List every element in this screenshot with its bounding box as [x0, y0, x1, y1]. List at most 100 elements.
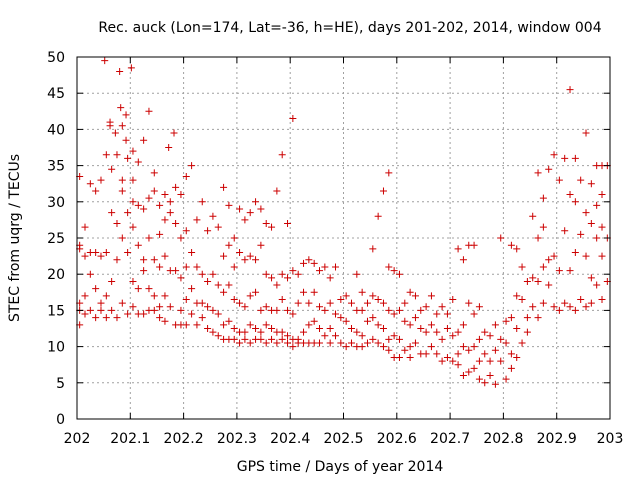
data-point [166, 209, 174, 217]
data-point [236, 299, 244, 307]
x-tick-label: 202.4 [270, 431, 310, 447]
data-point [507, 314, 515, 322]
data-point [390, 332, 398, 340]
data-point [97, 306, 105, 314]
data-point [106, 122, 114, 130]
data-point [321, 263, 329, 271]
data-point [257, 328, 265, 336]
data-point [310, 288, 318, 296]
data-point [86, 180, 94, 188]
data-point [310, 317, 318, 325]
data-point [252, 198, 260, 206]
data-point [470, 343, 478, 351]
data-point [571, 306, 579, 314]
data-point [523, 314, 531, 322]
data-point [363, 339, 371, 347]
data-point [507, 241, 515, 249]
data-point [587, 299, 595, 307]
data-point [102, 151, 110, 159]
data-point [401, 317, 409, 325]
data-point [454, 245, 462, 253]
data-point [459, 372, 467, 380]
data-point [443, 325, 451, 332]
data-point [374, 339, 382, 347]
chart-title: Rec. auck (Lon=174, Lat=-36, h=HE), days… [98, 20, 601, 36]
data-point [108, 165, 116, 173]
data-point [113, 151, 121, 159]
data-point [268, 325, 276, 332]
data-point [129, 303, 137, 311]
data-point [486, 357, 494, 365]
data-point [566, 267, 574, 275]
data-point [220, 288, 228, 296]
data-point [220, 321, 228, 329]
data-point [422, 350, 430, 358]
data-point [582, 252, 590, 260]
data-point [220, 252, 228, 260]
data-point [491, 346, 499, 354]
data-point [385, 263, 393, 271]
data-point [156, 201, 164, 209]
data-point [443, 310, 451, 318]
data-point [284, 220, 292, 228]
data-point [156, 230, 164, 238]
data-point [124, 248, 132, 256]
data-point [379, 187, 387, 195]
data-point [81, 223, 89, 231]
data-point [268, 274, 276, 282]
data-point [518, 263, 526, 271]
data-point [561, 227, 569, 235]
data-point [246, 321, 254, 329]
data-point [92, 285, 100, 293]
data-point [300, 259, 308, 267]
data-points [76, 57, 611, 388]
data-point [177, 274, 185, 282]
data-point [122, 136, 130, 144]
data-point [534, 169, 542, 177]
data-point [246, 252, 254, 260]
data-point [481, 328, 489, 336]
y-tick-label: 45 [47, 86, 65, 102]
data-point [129, 198, 137, 206]
data-point [161, 216, 169, 224]
data-point [294, 270, 302, 278]
data-point [401, 299, 409, 307]
data-point [587, 220, 595, 228]
data-point [111, 129, 119, 137]
data-point [433, 328, 441, 336]
data-point [577, 176, 585, 184]
data-point [262, 220, 270, 228]
data-point [156, 263, 164, 271]
data-point [582, 303, 590, 311]
data-point [406, 343, 414, 351]
data-point [129, 277, 137, 285]
data-point [113, 256, 121, 264]
data-point [177, 191, 185, 199]
y-tick-label: 25 [47, 231, 65, 247]
y-tick-label: 35 [47, 159, 65, 175]
data-point [241, 328, 249, 336]
data-point [374, 212, 382, 220]
data-point [102, 292, 110, 300]
data-point [379, 343, 387, 351]
data-point [342, 343, 350, 351]
data-point [241, 335, 249, 343]
data-point [587, 274, 595, 282]
data-point [182, 296, 190, 304]
data-point [534, 234, 542, 242]
data-point [209, 212, 217, 220]
data-point [108, 209, 116, 217]
data-point [518, 339, 526, 347]
data-point [475, 357, 483, 365]
data-point [475, 375, 483, 383]
data-point [470, 241, 478, 249]
data-point [316, 303, 324, 311]
data-point [316, 339, 324, 347]
data-point [417, 325, 425, 332]
data-point [598, 223, 606, 231]
data-point [358, 306, 366, 314]
data-point [470, 310, 478, 318]
data-point [134, 158, 142, 166]
data-point [347, 299, 355, 307]
